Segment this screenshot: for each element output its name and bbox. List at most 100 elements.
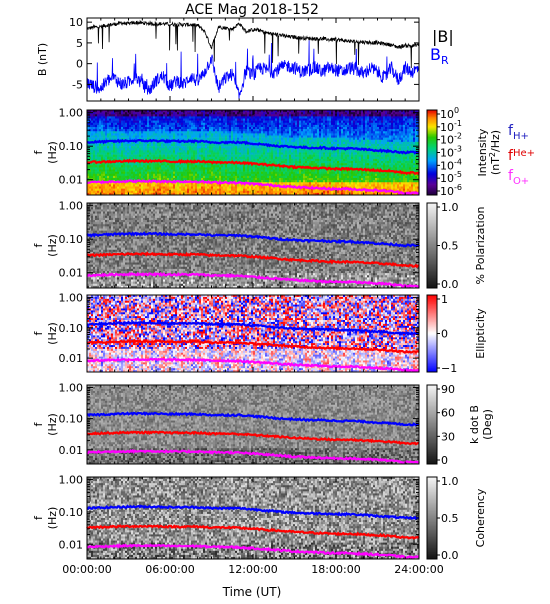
- spectrogram-cell: [101, 127, 103, 129]
- spectrogram-cell: [107, 127, 109, 129]
- spectrogram-cell: [201, 189, 203, 191]
- spectrogram-cell: [115, 170, 117, 172]
- spectrogram-cell: [277, 119, 279, 121]
- spectrogram-cell: [147, 155, 149, 157]
- spectrogram-cell: [295, 138, 297, 140]
- spectrogram-cell: [133, 150, 135, 152]
- spectrogram-cell: [167, 148, 169, 150]
- spectrogram-cell: [137, 189, 139, 191]
- spectrogram-cell: [177, 121, 179, 123]
- spectrogram-cell: [183, 119, 185, 121]
- spectrogram-cell: [287, 123, 289, 125]
- spectrogram-cell: [225, 184, 227, 186]
- spectrogram-cell: [283, 172, 285, 174]
- spectrogram-cell: [283, 178, 285, 180]
- spectrogram-cell: [221, 138, 223, 140]
- spectrogram-cell: [141, 114, 143, 116]
- spectrogram-cell: [325, 138, 327, 140]
- spectrogram-cell: [193, 112, 195, 114]
- spectrogram-cell: [179, 178, 181, 180]
- spectrogram-cell: [289, 138, 291, 140]
- spectrogram-cell: [303, 125, 305, 127]
- spectrogram-cell: [115, 146, 117, 148]
- spectrogram-cell: [249, 176, 251, 178]
- spectrogram-cell: [257, 127, 259, 129]
- spectrogram-cell: [229, 125, 231, 127]
- spectrogram-cell: [217, 112, 219, 114]
- spectrogram-cell: [273, 131, 275, 133]
- spectrogram-cell: [117, 163, 119, 165]
- spectrogram-cell: [287, 191, 289, 193]
- spectrogram-cell: [123, 167, 125, 169]
- spectrogram-cell: [199, 163, 201, 165]
- spectrogram-cell: [173, 142, 175, 144]
- spectrogram-cell: [279, 133, 281, 135]
- spectrogram-cell: [279, 121, 281, 123]
- spectrogram-cell: [117, 155, 119, 157]
- spectrogram-cell: [215, 144, 217, 146]
- spectrogram-cell: [119, 131, 121, 133]
- spectrogram-cell: [241, 144, 243, 146]
- spectrogram-cell: [113, 170, 115, 172]
- spectrogram-cell: [205, 144, 207, 146]
- spectrogram-cell: [215, 127, 217, 129]
- spectrogram-cell: [137, 148, 139, 150]
- spectrogram-cell: [279, 127, 281, 129]
- spectrogram-cell: [241, 167, 243, 169]
- spectrogram-cell: [275, 189, 277, 191]
- spectrogram-cell: [97, 138, 99, 140]
- spectrogram-cell: [193, 170, 195, 172]
- spectrogram-cell: [113, 163, 115, 165]
- spectrogram-cell: [327, 144, 329, 146]
- spectrogram-cell: [271, 123, 273, 125]
- spectrogram-cell: [161, 131, 163, 133]
- spectrogram-cell: [299, 150, 301, 152]
- spectrogram-cell: [153, 146, 155, 148]
- spectrogram-cell: [293, 172, 295, 174]
- spectrogram-cell: [97, 150, 99, 152]
- spectrogram-cell: [233, 127, 235, 129]
- spectrogram-cell: [93, 131, 95, 133]
- spectrogram-cell: [303, 161, 305, 163]
- spectrogram-cell: [183, 127, 185, 129]
- spectrogram-cell: [271, 167, 273, 169]
- spectrogram-cell: [151, 116, 153, 118]
- spectrogram-cell: [135, 136, 137, 138]
- spectrogram-cell: [207, 157, 209, 159]
- spectrogram-cell: [269, 176, 271, 178]
- spectrogram-cell: [253, 119, 255, 121]
- spectrogram-cell: [237, 157, 239, 159]
- spectrogram-cell: [261, 155, 263, 157]
- spectrogram-cell: [93, 133, 95, 135]
- spectrogram-cell: [311, 161, 313, 163]
- spectrogram-cell: [271, 133, 273, 135]
- spectrogram-cell: [129, 127, 131, 129]
- spectrogram-cell: [239, 133, 241, 135]
- spectrogram-cell: [305, 153, 307, 155]
- spectrogram-cell: [153, 150, 155, 152]
- spectrogram-cell: [255, 121, 257, 123]
- spectrogram-cell: [245, 119, 247, 121]
- spectrogram-cell: [247, 114, 249, 116]
- spectrogram-cell: [145, 153, 147, 155]
- spectrogram-cell: [119, 136, 121, 138]
- spectrogram-cell: [119, 146, 121, 148]
- spectrogram-cell: [225, 157, 227, 159]
- spectrogram-cell: [159, 136, 161, 138]
- spectrogram-cell: [125, 136, 127, 138]
- spectrogram-cell: [131, 127, 133, 129]
- spectrogram-cell: [235, 116, 237, 118]
- spectrogram-cell: [113, 153, 115, 155]
- spectrogram-cell: [253, 140, 255, 142]
- spectrogram-cell: [269, 136, 271, 138]
- spectrogram-cell: [287, 148, 289, 150]
- spectrogram-cell: [271, 157, 273, 159]
- spectrogram-cell: [143, 170, 145, 172]
- spectrogram-cell: [233, 136, 235, 138]
- spectrogram-cell: [125, 114, 127, 116]
- spectrogram-cell: [197, 157, 199, 159]
- spectrogram-cell: [269, 172, 271, 174]
- spectrogram-cell: [175, 119, 177, 121]
- spectrogram-cell: [305, 180, 307, 182]
- spectrogram-cell: [175, 184, 177, 186]
